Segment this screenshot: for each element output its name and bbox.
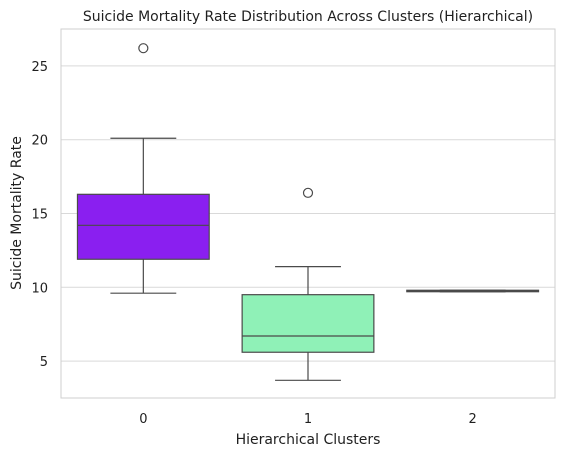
x-tick-label: 1 xyxy=(304,412,312,427)
y-tick-label: 10 xyxy=(31,281,48,296)
y-tick-label: 5 xyxy=(40,355,48,370)
boxes xyxy=(76,43,540,381)
outlier-point xyxy=(302,187,314,198)
x-tick-labels: 0 1 2 xyxy=(139,412,477,427)
outlier-point xyxy=(138,43,149,54)
plot-frame xyxy=(60,28,556,399)
x-tick-label: 0 xyxy=(139,412,147,427)
x-axis-label: Hierarchical Clusters xyxy=(236,432,381,448)
y-tick-labels: 5 10 15 20 25 xyxy=(31,60,48,370)
chart-title: Suicide Mortality Rate Distribution Acro… xyxy=(83,9,533,25)
y-tick-label: 20 xyxy=(31,134,48,149)
y-tick-label: 25 xyxy=(31,60,48,75)
box-cluster-0 xyxy=(76,193,210,260)
x-tick-label: 2 xyxy=(469,412,477,427)
y-axis-label: Suicide Mortality Rate xyxy=(9,136,25,290)
y-tick-label: 15 xyxy=(31,208,48,223)
box-cluster-1 xyxy=(241,294,375,353)
